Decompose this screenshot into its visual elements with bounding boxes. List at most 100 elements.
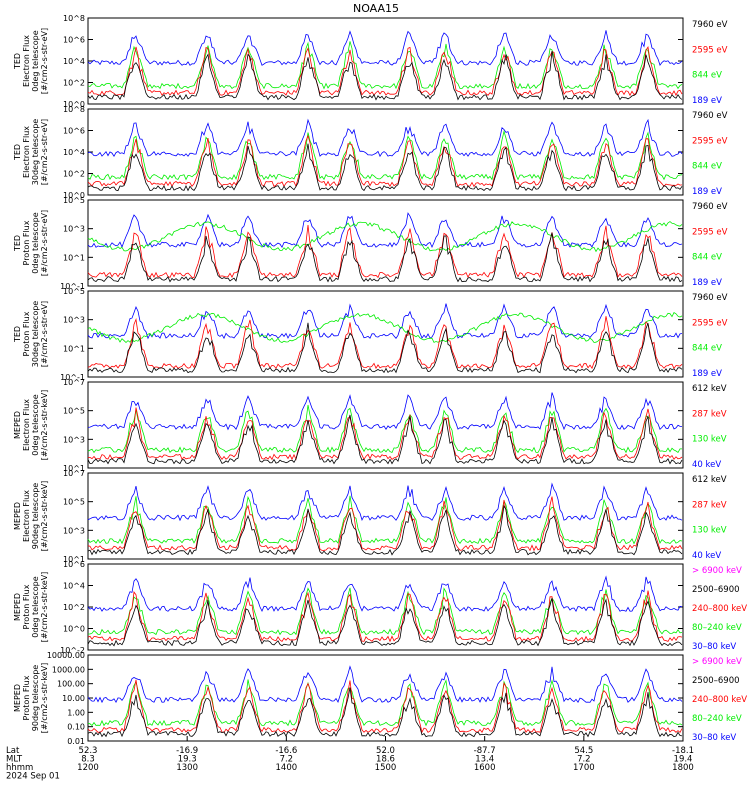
legend-entry: 2500–6900 <box>692 676 740 686</box>
y-axis-label: MEPEDElectron Flux90deg telescope[#/cm2-… <box>13 481 49 552</box>
series-red <box>87 225 683 279</box>
series-green <box>87 495 683 545</box>
legend-entry: 240–800 keV <box>692 695 747 705</box>
y-tick-label: 10^1 <box>63 253 85 262</box>
series-red <box>87 407 683 461</box>
series-black <box>87 504 683 556</box>
panel-6: 10^1 10^3 10^5 10^7 MEPEDElectron Flux90deg … <box>13 469 727 564</box>
legend-entry: 2500–6900 <box>692 585 740 595</box>
series-black <box>87 598 683 647</box>
panel-7: 10^-2 10^0 10^2 10^4 10^6 MEPEDProton Flux0de… <box>13 560 747 655</box>
footer-row-label: MLT <box>6 755 23 765</box>
series-red <box>87 590 683 643</box>
y-axis-label: TEDProton Flux30deg telescope[#/cm2-s-st… <box>13 301 49 368</box>
legend-entry: 80–240 keV <box>692 714 742 724</box>
series-red <box>87 134 683 188</box>
x-tick-label-lat: -16.6 <box>275 746 297 756</box>
legend-entry: 7960 eV <box>692 20 728 30</box>
legend-entry: 30–80 keV <box>692 642 736 652</box>
y-axis-label: TEDElectron Flux30deg telescope[#/cm2-s-… <box>13 119 49 186</box>
y-tick-label: 10^0 <box>63 191 85 200</box>
x-tick-label-hhmm: 1200 <box>77 763 99 773</box>
y-tick-label: 10^2 <box>63 603 85 612</box>
series-black <box>87 414 683 465</box>
x-tick-label-mlt: 7.2 <box>280 755 294 765</box>
x-tick-label-lat: -87.7 <box>474 746 496 756</box>
legend-entry: 287 keV <box>692 409 727 419</box>
y-tick-label: 100.00 <box>57 680 85 689</box>
panel-8: 0.01 0.10 1.00 10.00 100.00 1000.00 10000.00 ME… <box>13 651 747 746</box>
y-tick-label: 10^5 <box>63 407 85 416</box>
y-axis-label: TEDElectron Flux0deg telescope[#/cm2-s-s… <box>13 28 49 94</box>
x-tick-label-hhmm: 1500 <box>375 763 397 773</box>
x-tick-label-lat: -16.9 <box>176 746 198 756</box>
panel-frame <box>87 381 684 469</box>
series-blue <box>87 482 683 522</box>
y-tick-label: 10^2 <box>63 170 85 179</box>
footer-row-label: hhmm <box>6 763 33 773</box>
legend-entry: > 6900 keV <box>692 657 742 667</box>
x-tick-label-hhmm: 1700 <box>573 763 595 773</box>
series-black <box>87 687 683 738</box>
y-tick-label: 10^7 <box>63 378 85 387</box>
legend-entry: 2595 eV <box>692 227 728 237</box>
x-tick-label-lat: -18.1 <box>672 746 694 756</box>
y-tick-label: 10^3 <box>63 316 85 325</box>
legend-entry: > 6900 keV <box>692 566 742 576</box>
x-tick-label-hhmm: 1800 <box>672 763 694 773</box>
y-tick-label: 10^3 <box>63 225 85 234</box>
legend-entry: 240–800 keV <box>692 604 747 614</box>
series-red <box>87 679 683 734</box>
y-tick-label: 10^5 <box>63 287 85 296</box>
panel-frame <box>87 472 684 560</box>
x-tick-label-hhmm: 1600 <box>474 763 496 773</box>
y-axis-label: MEPEDProton Flux90deg telescope[#/cm2-s-… <box>13 663 49 734</box>
y-tick-label: 10^3 <box>63 435 85 444</box>
legend-entry: 189 eV <box>692 96 722 106</box>
y-axis-label: TEDProton Flux0deg telescope[#/cm2-s-str… <box>13 210 49 276</box>
x-tick-label-mlt: 8.3 <box>81 755 95 765</box>
panel-4: 10^-1 10^1 10^3 10^5 TEDProton Flux30deg tel… <box>13 287 728 382</box>
legend-entry: 130 keV <box>692 435 727 445</box>
x-tick-label-mlt: 7.2 <box>577 755 591 765</box>
series-green <box>87 41 683 90</box>
y-tick-label: 10000.00 <box>47 651 85 660</box>
legend-entry: 7960 eV <box>692 202 728 212</box>
legend-entry: 2595 eV <box>692 136 728 146</box>
y-tick-label: 10^8 <box>63 105 85 114</box>
legend-entry: 130 keV <box>692 526 727 536</box>
series-green <box>87 129 683 181</box>
y-tick-label: 10^6 <box>63 560 85 569</box>
y-tick-label: 0.01 <box>67 737 85 746</box>
y-tick-label: 10^-1 <box>60 282 85 291</box>
x-tick-label-hhmm: 1300 <box>176 763 198 773</box>
series-blue <box>87 118 683 158</box>
legend-entry: 189 eV <box>692 187 722 197</box>
y-tick-label: 10^0 <box>63 625 85 634</box>
panel-3: 10^-1 10^1 10^3 10^5 TEDProton Flux0deg tele… <box>13 196 728 291</box>
y-tick-label: 10.00 <box>62 694 85 703</box>
x-tick-label-mlt: 19.3 <box>178 755 197 765</box>
chart-title: NOAA15 <box>353 2 399 15</box>
legend-entry: 7960 eV <box>692 111 728 121</box>
panel-frame <box>87 199 684 287</box>
panel-frame <box>87 290 684 378</box>
series-black <box>87 322 683 374</box>
legend-entry: 287 keV <box>692 500 727 510</box>
footer-row-label: Lat <box>6 746 20 756</box>
panels-group: 10^0 10^2 10^4 10^6 10^8 TEDElectron Flux0deg… <box>13 14 747 746</box>
y-tick-label: 10^1 <box>63 464 85 473</box>
series-green <box>88 587 683 636</box>
y-tick-label: 0.10 <box>67 723 85 732</box>
legend-entry: 40 keV <box>692 460 721 470</box>
series-red <box>87 316 683 370</box>
y-tick-label: 1000.00 <box>52 665 85 674</box>
y-tick-label: 1.00 <box>67 708 85 717</box>
y-tick-label: 10^8 <box>63 14 85 23</box>
x-tick-label-lat: 52.3 <box>79 746 98 756</box>
legend-entry: 612 keV <box>692 384 727 394</box>
series-green <box>87 221 683 253</box>
y-tick-label: 10^2 <box>63 79 85 88</box>
y-tick-label: 10^7 <box>63 469 85 478</box>
